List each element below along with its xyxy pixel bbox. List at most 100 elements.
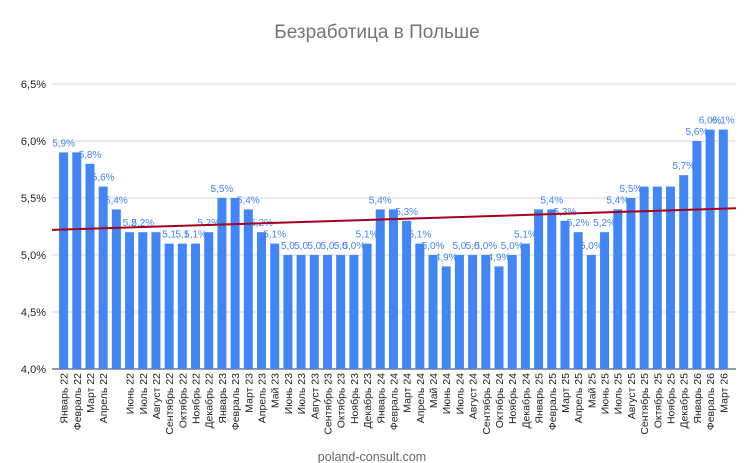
data-label: 5,9% bbox=[52, 138, 75, 149]
data-label: 5,1% bbox=[514, 230, 537, 241]
x-tick-label: Октябрь 25 bbox=[652, 373, 664, 428]
x-tick-label: Январь 23 bbox=[217, 373, 229, 424]
bar bbox=[59, 152, 69, 369]
data-label: 5,2% bbox=[197, 218, 220, 229]
y-tick-label: 4,0% bbox=[21, 364, 46, 376]
data-label: 5,1% bbox=[263, 230, 286, 241]
bar bbox=[309, 255, 319, 369]
x-tick-label: Октябрь 23 bbox=[336, 373, 348, 428]
y-tick-label: 6,0% bbox=[21, 136, 46, 148]
x-tick-label: Сентябрь 23 bbox=[322, 373, 334, 435]
x-tick-label: Июль 22 bbox=[138, 373, 150, 415]
y-axis-ticks: 4,0% 4,5% 5,0% 5,5% 6,0% 6,5% bbox=[21, 79, 46, 376]
bar bbox=[388, 209, 398, 369]
data-label: 4,9% bbox=[435, 252, 458, 263]
data-label: 5,3% bbox=[554, 207, 577, 218]
bar bbox=[402, 220, 412, 369]
data-label: 5,1 bbox=[175, 230, 189, 241]
bar bbox=[560, 220, 570, 369]
y-tick-label: 5,0% bbox=[21, 250, 46, 262]
bar bbox=[72, 152, 82, 369]
x-tick-label: Март 25 bbox=[560, 373, 572, 413]
bar bbox=[666, 186, 676, 369]
data-label: 5,0 bbox=[452, 241, 466, 252]
y-tick-label: 5,5% bbox=[21, 193, 46, 205]
x-tick-label: Декабрь 23 bbox=[362, 373, 374, 429]
bar bbox=[191, 243, 201, 369]
data-label: 5,4% bbox=[105, 195, 128, 206]
x-tick-label: Декабрь 22 bbox=[204, 373, 216, 429]
x-tick-label: Январь 25 bbox=[534, 373, 546, 424]
bar bbox=[283, 255, 293, 369]
bar bbox=[547, 209, 557, 369]
data-label: 5,1% bbox=[356, 230, 379, 241]
bar bbox=[573, 232, 583, 369]
x-tick-label: Июль 24 bbox=[454, 373, 466, 415]
data-label: 5,0 bbox=[307, 241, 321, 252]
x-tick-label: Май 24 bbox=[428, 373, 440, 408]
x-tick-label: Апрель 24 bbox=[415, 373, 427, 423]
data-label: 6,1% bbox=[712, 116, 735, 127]
x-tick-label: Декабрь 24 bbox=[520, 373, 532, 429]
bar bbox=[138, 232, 148, 369]
bar bbox=[151, 232, 161, 369]
data-label: 5,5% bbox=[620, 184, 643, 195]
bar bbox=[652, 186, 662, 369]
bar bbox=[98, 186, 108, 369]
x-tick-label: Июль 25 bbox=[613, 373, 625, 415]
bar bbox=[125, 232, 135, 369]
data-label: 5,2 bbox=[123, 218, 137, 229]
data-label: 5,2% bbox=[567, 218, 590, 229]
x-tick-label: Март 26 bbox=[718, 373, 730, 413]
x-tick-label: Ноябрь 24 bbox=[507, 373, 519, 424]
bar bbox=[177, 243, 187, 369]
x-axis-ticks: Январь 22 Февраль 22 Март 22 Апрель 22 Июнь … bbox=[59, 373, 731, 435]
x-tick-label: Апрель 22 bbox=[98, 373, 110, 423]
bar bbox=[349, 255, 359, 369]
x-tick-label: Ноябрь 23 bbox=[349, 373, 361, 424]
x-tick-label: Апрель 23 bbox=[257, 373, 269, 423]
bar bbox=[600, 232, 610, 369]
x-tick-label: Сентябрь 24 bbox=[481, 373, 493, 435]
data-label: 5,4% bbox=[606, 195, 629, 206]
bar bbox=[534, 209, 544, 369]
data-label: 5,0 bbox=[321, 241, 335, 252]
data-label: 5,0% bbox=[422, 241, 445, 252]
data-label: 5,5% bbox=[211, 184, 234, 195]
x-tick-label: Ноябрь 25 bbox=[666, 373, 678, 424]
bar bbox=[217, 198, 227, 369]
data-label: 5,0 bbox=[334, 241, 348, 252]
data-label: 5,1 bbox=[162, 230, 176, 241]
x-tick-label: Февраль 23 bbox=[230, 373, 242, 430]
x-tick-label: Октябрь 22 bbox=[177, 373, 189, 428]
bar bbox=[494, 266, 504, 369]
data-label: 5,2% bbox=[131, 218, 154, 229]
data-label: 5,0% bbox=[474, 241, 497, 252]
bar bbox=[481, 255, 491, 369]
x-tick-label: Май 23 bbox=[270, 373, 282, 408]
data-label: 5,0% bbox=[580, 241, 603, 252]
bar bbox=[164, 243, 174, 369]
data-label: 5,0% bbox=[342, 241, 365, 252]
source-footer: poland-consult.com bbox=[318, 450, 426, 463]
data-label: 5,0 bbox=[466, 241, 480, 252]
bar bbox=[718, 129, 728, 369]
x-tick-label: Июнь 22 bbox=[125, 373, 137, 414]
data-label: 5,8% bbox=[79, 150, 102, 161]
x-tick-label: Март 22 bbox=[85, 373, 97, 413]
data-label: 5,6% bbox=[686, 127, 709, 138]
x-tick-label: Июнь 24 bbox=[441, 373, 453, 414]
data-label: 5,6% bbox=[92, 173, 115, 184]
bar bbox=[111, 209, 121, 369]
data-label: 5,4% bbox=[369, 195, 392, 206]
bar bbox=[468, 255, 478, 369]
data-label: 6,0% bbox=[699, 116, 722, 127]
bar bbox=[520, 243, 530, 369]
data-label: 5,0% bbox=[501, 241, 524, 252]
data-label: 5,4% bbox=[540, 195, 563, 206]
bar bbox=[679, 175, 689, 369]
bar bbox=[336, 255, 346, 369]
bar bbox=[270, 243, 280, 369]
data-label: 5,7% bbox=[672, 161, 695, 172]
bar bbox=[705, 129, 715, 369]
